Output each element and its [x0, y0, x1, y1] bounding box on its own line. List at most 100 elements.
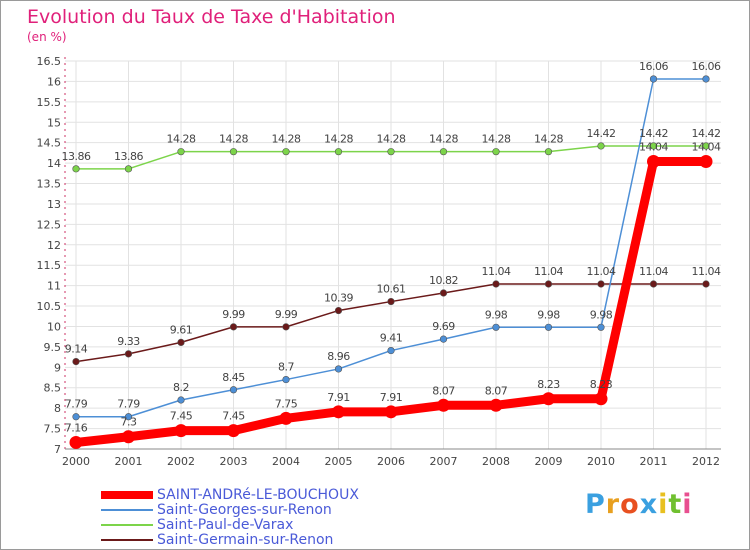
data-label: 9.99: [222, 308, 245, 321]
data-label: 14.42: [639, 127, 668, 140]
x-tick-label: 2012: [692, 455, 720, 468]
x-tick-label: 2001: [115, 455, 143, 468]
data-label: 14.28: [377, 133, 406, 146]
y-tick-label: 14.5: [37, 137, 62, 150]
data-point: [122, 430, 135, 444]
data-point: [72, 413, 80, 421]
data-label: 13.86: [114, 150, 143, 163]
data-point: [647, 154, 660, 168]
legend-label: Saint-Georges-sur-Renon: [157, 501, 332, 518]
data-label: 8.07: [485, 384, 508, 397]
data-point: [279, 411, 293, 425]
data-point: [439, 148, 448, 156]
data-label: 14.42: [587, 127, 616, 140]
data-point: [174, 424, 188, 438]
x-tick-label: 2009: [535, 455, 563, 468]
x-tick-label: 2005: [325, 455, 353, 468]
data-point: [702, 75, 710, 83]
legend-label: SAINT-ANDRé-LE-BOUCHOUX: [157, 486, 359, 503]
data-label: 14.04: [639, 140, 668, 153]
data-label-layer: 7.16 7.3 7.45 7.45 7.75 7.91 7.91 8.07 8.07 8.23 8…: [62, 60, 722, 434]
data-label: 14.28: [219, 133, 248, 146]
data-point: [72, 357, 80, 366]
data-label: 7.3: [121, 416, 137, 429]
data-label: 14.42: [692, 127, 721, 140]
data-point: [69, 435, 83, 449]
series-layer: [69, 75, 713, 449]
data-point: [489, 398, 503, 412]
data-point: [384, 405, 398, 419]
data-label: 7.45: [222, 410, 245, 423]
logo-letter: i: [682, 489, 693, 520]
data-label: 14.28: [324, 133, 353, 146]
y-tick-label: 16: [47, 75, 61, 88]
data-point: [229, 323, 238, 331]
x-tick-label: 2007: [430, 455, 458, 468]
data-point: [702, 280, 710, 288]
data-point: [229, 148, 238, 156]
y-axis-unit-label: (en %): [27, 30, 67, 44]
data-label: 16.06: [639, 60, 668, 73]
axis-layer: 7 7.5 8 8.5 9 9.5 10 10.5 11 11.5 12 12.5 13 13.5 14 14…: [37, 55, 721, 468]
legend-item: SAINT-ANDRé-LE-BOUCHOUX: [101, 486, 359, 503]
logo-letter: i: [658, 489, 669, 520]
y-tick-label: 12.5: [37, 218, 62, 231]
data-label: 7.79: [65, 398, 88, 411]
y-tick-label: 15.5: [37, 96, 62, 109]
data-point: [649, 280, 658, 288]
legend-item: Saint-Paul-de-Varax: [101, 516, 359, 533]
data-point: [387, 148, 395, 156]
data-label: 14.28: [272, 133, 301, 146]
data-label: 7.91: [380, 391, 403, 404]
data-point: [334, 365, 343, 373]
legend-label: Saint-Germain-sur-Renon: [157, 531, 334, 548]
legend-swatch: [101, 523, 153, 526]
legend-swatch: [101, 538, 153, 541]
data-label: 14.28: [534, 133, 563, 146]
data-label: 14.28: [482, 133, 511, 146]
data-label: 7.91: [327, 391, 350, 404]
data-label: 8.45: [222, 371, 245, 384]
y-tick-label: 11: [47, 280, 61, 293]
data-label: 8.96: [327, 350, 350, 363]
data-point: [544, 323, 553, 331]
logo-letter: o: [620, 489, 640, 520]
data-point: [282, 323, 290, 331]
y-tick-label: 11.5: [37, 259, 62, 272]
data-label: 11.04: [482, 265, 511, 278]
legend-label: Saint-Paul-de-Varax: [157, 516, 294, 533]
grid-layer: [65, 60, 721, 450]
data-label: 9.69: [432, 320, 455, 333]
data-label: 9.14: [65, 343, 88, 356]
data-label: 7.75: [275, 397, 298, 410]
x-tick-label: 2008: [482, 455, 510, 468]
data-point: [124, 413, 133, 421]
data-label: 9.33: [117, 335, 140, 348]
y-tick-label: 9.5: [44, 341, 62, 354]
legend: SAINT-ANDRé-LE-BOUCHOUX Saint-Georges-su…: [101, 486, 359, 548]
data-point: [597, 323, 605, 331]
y-tick-label: 10: [47, 320, 61, 333]
logo-letter: r: [605, 489, 621, 520]
y-tick-label: 12: [47, 239, 61, 252]
data-point: [177, 338, 185, 347]
data-point: [702, 142, 710, 150]
data-point: [72, 165, 80, 173]
data-label: 8.23: [537, 378, 560, 391]
legend-swatch: [101, 490, 153, 499]
data-label: 9.98: [537, 308, 560, 321]
data-point: [544, 280, 553, 288]
x-tick-label: 2003: [220, 455, 248, 468]
data-label: 9.61: [170, 323, 193, 336]
data-point: [597, 142, 605, 150]
data-point: [439, 289, 448, 297]
data-label: 9.98: [485, 308, 508, 321]
y-tick-label: 16.5: [37, 55, 62, 68]
y-tick-label: 13: [47, 198, 61, 211]
data-label: 10.39: [324, 292, 353, 305]
data-label: 14.04: [692, 140, 721, 153]
data-label: 9.41: [380, 332, 403, 345]
data-point: [387, 346, 395, 355]
